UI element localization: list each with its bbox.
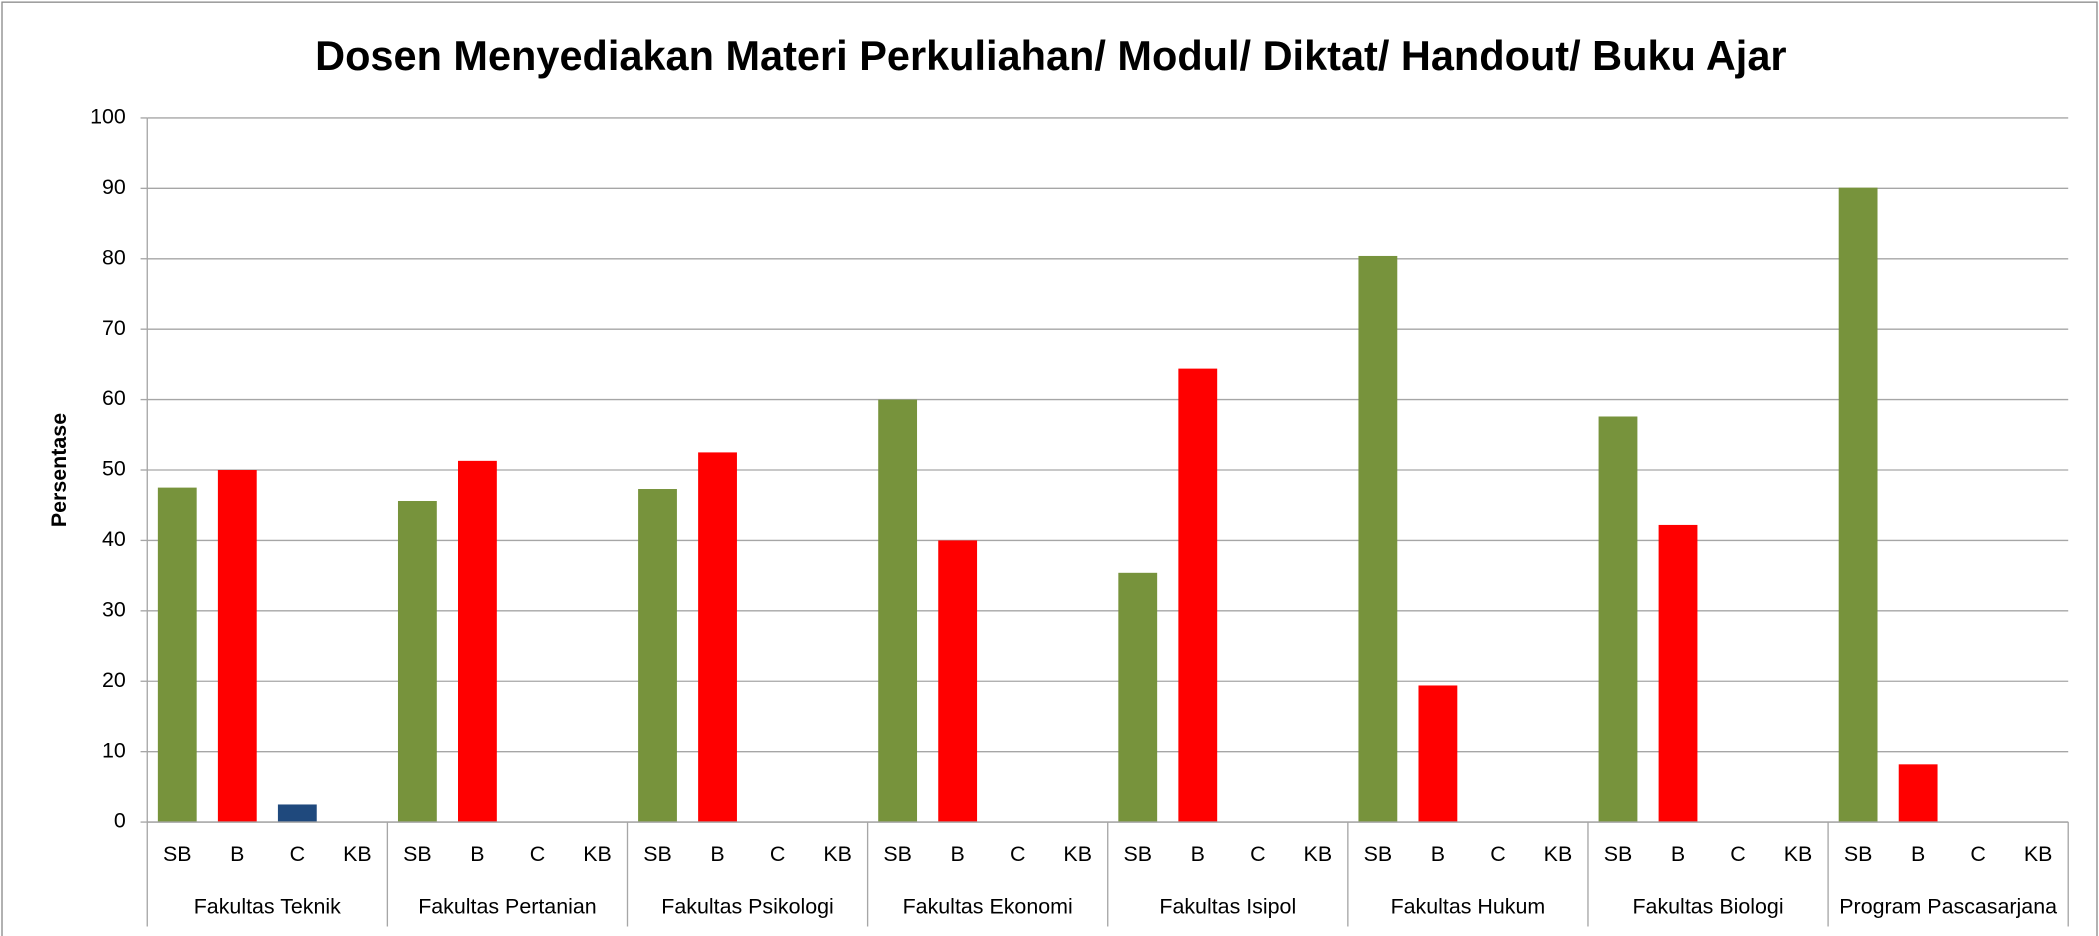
chart-title: Dosen Menyediakan Materi Perkuliahan/ Mo… — [315, 32, 1786, 79]
bar — [157, 487, 197, 823]
bar — [638, 489, 677, 823]
bar — [1838, 187, 1878, 823]
bar — [1118, 572, 1158, 823]
x-tick-label: KB — [1784, 842, 1813, 866]
x-tick-label: SB — [643, 842, 672, 866]
x-tick-label: SB — [1123, 842, 1152, 866]
x-tick-label: KB — [823, 842, 852, 866]
x-tick-label: KB — [1063, 842, 1092, 866]
x-tick-label: SB — [403, 842, 432, 866]
bar — [217, 470, 257, 823]
x-tick-label: B — [951, 842, 965, 866]
x-tick-label: KB — [1304, 842, 1333, 866]
bar — [1418, 685, 1458, 823]
x-group-label: Fakultas Hukum — [1391, 894, 1546, 918]
x-tick-label: SB — [1364, 842, 1393, 866]
x-tick-label: B — [1911, 842, 1925, 866]
bar — [1178, 368, 1218, 823]
x-tick-label: C — [1250, 842, 1265, 866]
x-group-label: Fakultas Isipol — [1159, 894, 1296, 918]
y-tick-label: 30 — [102, 597, 126, 621]
y-tick-label: 80 — [102, 245, 126, 269]
x-tick-label: B — [230, 842, 244, 866]
x-group-label: Fakultas Pertanian — [418, 894, 596, 918]
x-group-label: Fakultas Teknik — [194, 894, 341, 918]
bar — [938, 540, 978, 823]
bar — [1358, 255, 1398, 823]
bar — [1658, 524, 1698, 823]
x-tick-label: C — [1730, 842, 1745, 866]
x-group-label: Fakultas Biologi — [1632, 894, 1783, 918]
y-tick-label: 40 — [102, 527, 126, 551]
y-tick-label: 0 — [114, 809, 126, 833]
y-tick-label: 60 — [102, 386, 126, 410]
x-tick-label: KB — [2024, 842, 2053, 866]
x-tick-label: KB — [343, 842, 372, 866]
y-tick-label: 50 — [102, 457, 126, 481]
bar — [698, 452, 737, 823]
x-tick-label: SB — [1604, 842, 1633, 866]
x-tick-label: B — [1431, 842, 1445, 866]
y-axis-label: Persentase — [47, 413, 71, 527]
bar — [277, 804, 317, 823]
y-tick-label: 70 — [102, 316, 126, 340]
x-tick-label: SB — [1844, 842, 1873, 866]
x-tick-label: C — [1970, 842, 1985, 866]
x-tick-label: B — [470, 842, 484, 866]
x-tick-label: C — [530, 842, 545, 866]
x-tick-label: B — [1191, 842, 1205, 866]
bar — [397, 500, 437, 823]
bar — [1898, 764, 1938, 823]
x-tick-label: C — [1010, 842, 1025, 866]
x-group-label: Fakultas Ekonomi — [903, 894, 1073, 918]
x-tick-label: KB — [1544, 842, 1573, 866]
y-tick-label: 100 — [90, 105, 126, 129]
x-tick-label: C — [290, 842, 305, 866]
x-tick-label: SB — [163, 842, 192, 866]
bar — [458, 460, 497, 823]
x-tick-label: B — [1671, 842, 1685, 866]
x-tick-label: SB — [883, 842, 912, 866]
y-tick-label: 10 — [102, 738, 126, 762]
y-tick-label: 90 — [102, 175, 126, 199]
x-tick-label: B — [710, 842, 724, 866]
x-group-label: Program Pascasarjana — [1839, 894, 2057, 918]
x-tick-label: C — [1490, 842, 1505, 866]
x-group-label: Fakultas Psikologi — [661, 894, 834, 918]
bar — [878, 399, 918, 823]
bar — [1598, 416, 1638, 823]
x-tick-label: KB — [583, 842, 612, 866]
x-tick-label: C — [770, 842, 785, 866]
y-tick-label: 20 — [102, 668, 126, 692]
